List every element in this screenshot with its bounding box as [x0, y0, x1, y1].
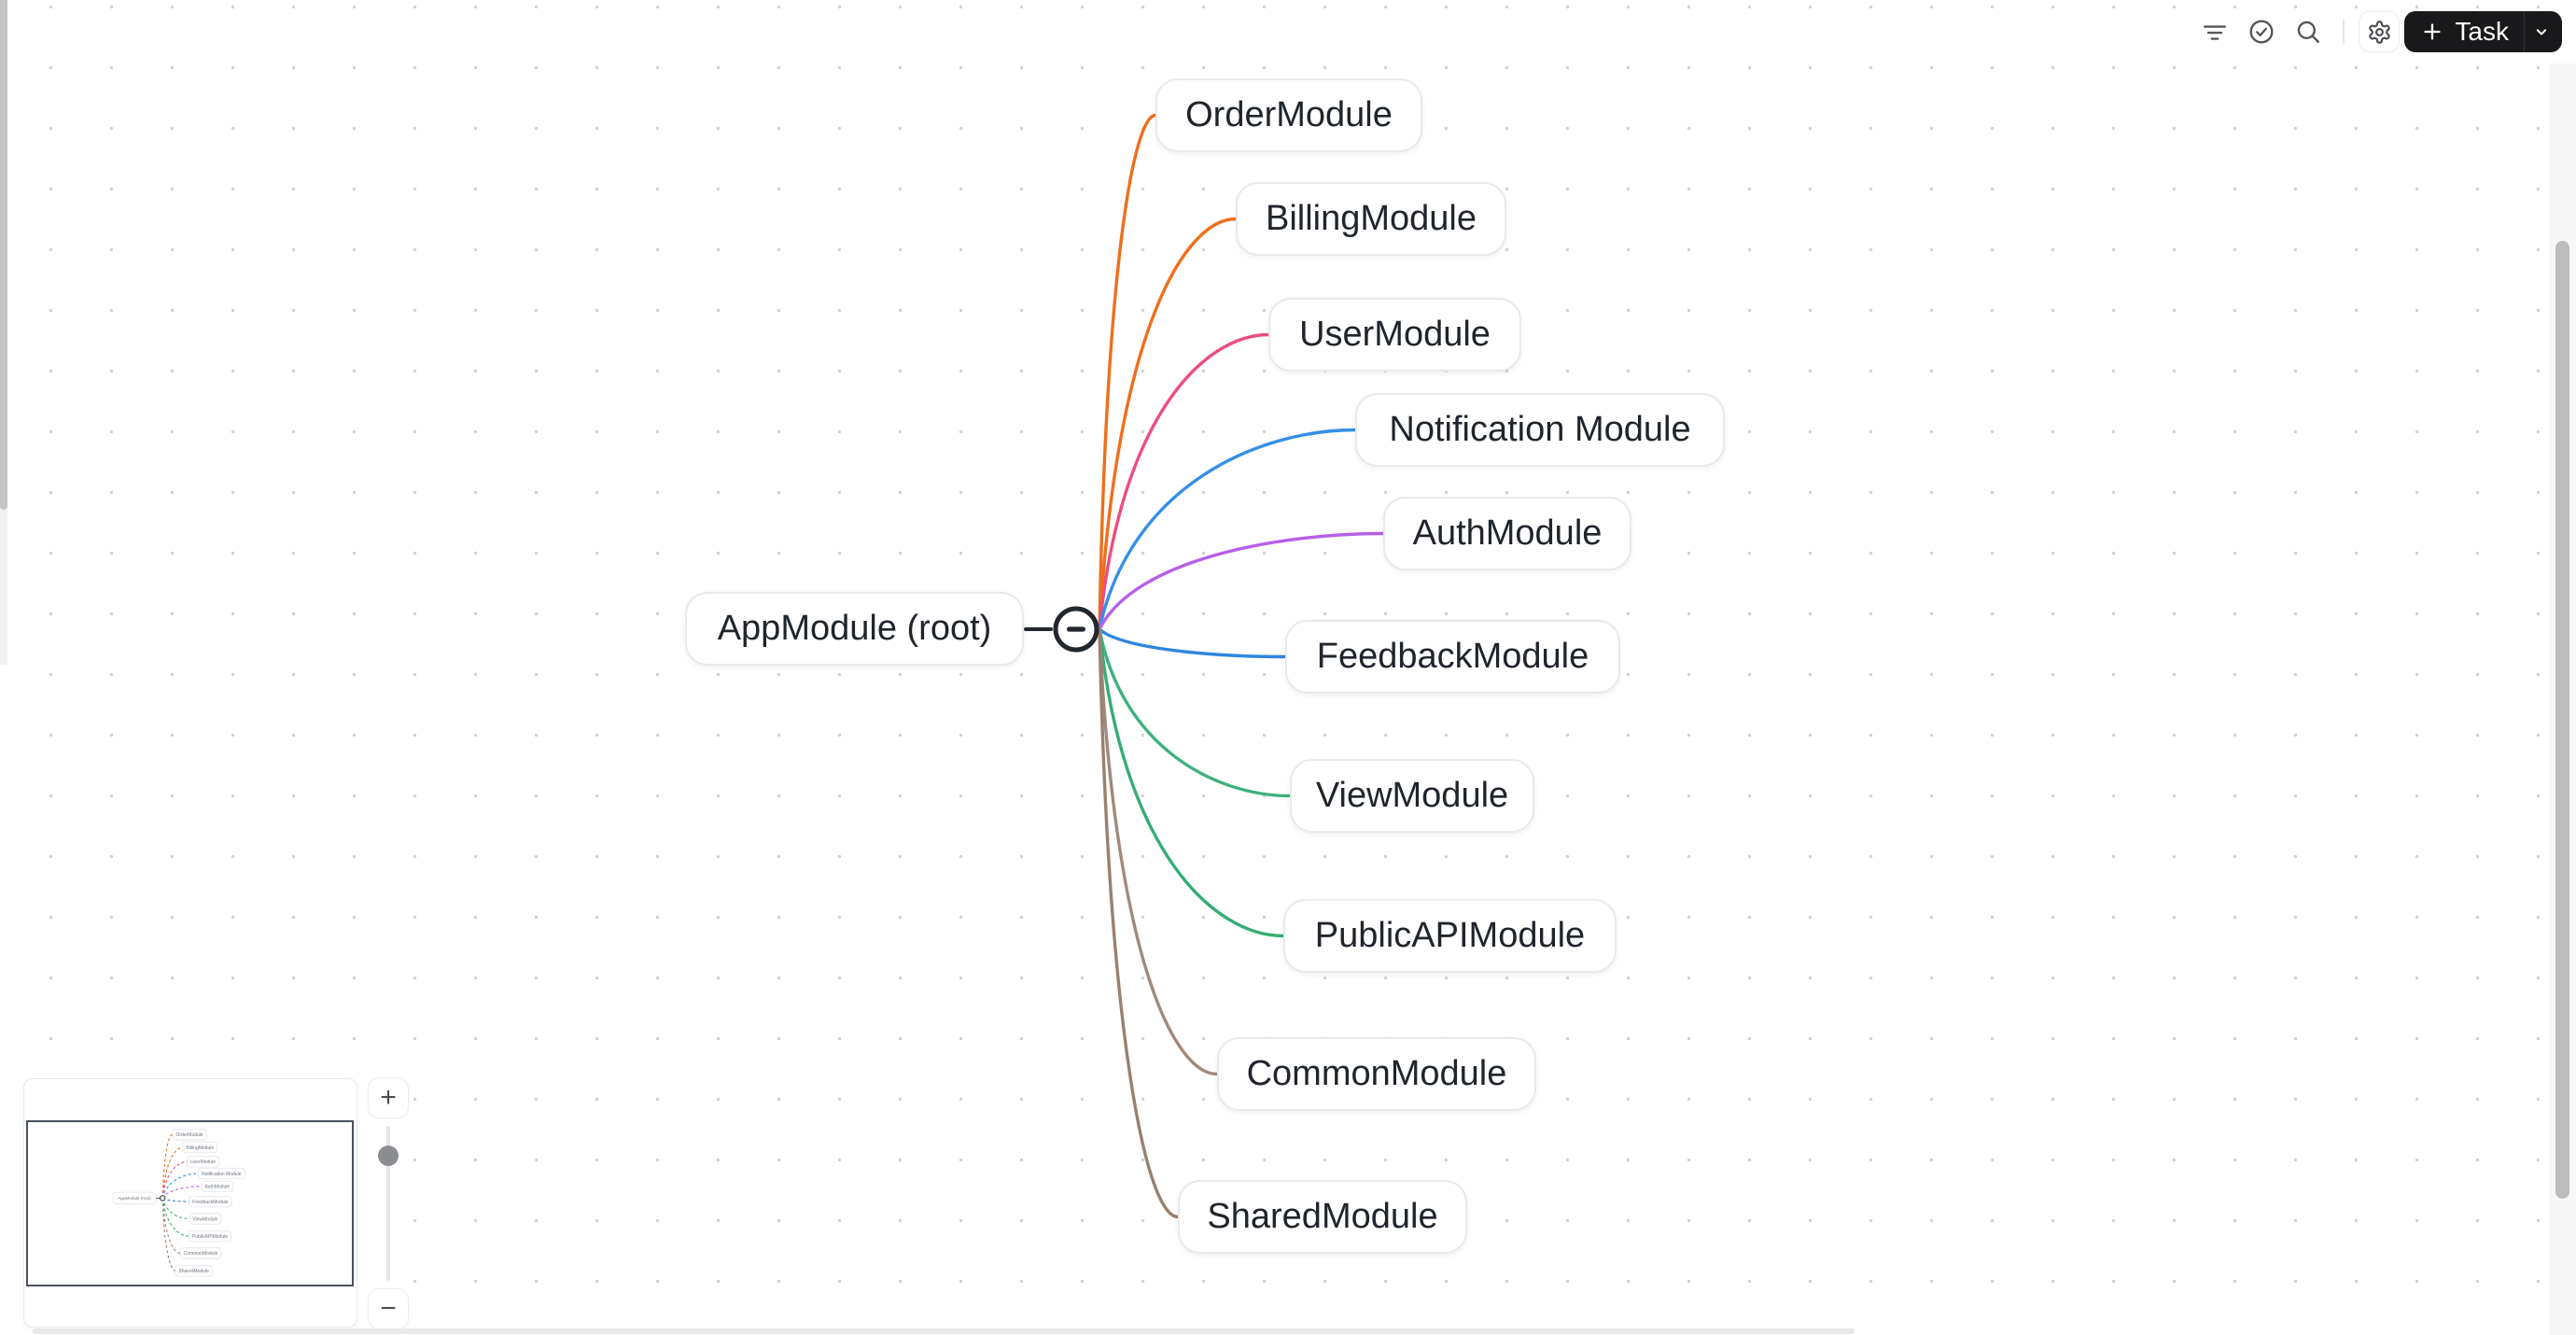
minus-icon [1067, 626, 1085, 632]
minimap-node [179, 1247, 222, 1259]
node-label: ViewModule [1315, 776, 1509, 815]
mindmap-node[interactable]: PublicAPIModule [1283, 899, 1617, 973]
minimap-node-label: BillingModule [186, 1145, 214, 1151]
toolbar-divider [2343, 20, 2345, 44]
node-label: UserModule [1299, 315, 1491, 354]
node-label: Notification Module [1389, 410, 1691, 449]
root-node-label: AppModule (root) [717, 609, 992, 648]
left-scrollbar-track[interactable] [0, 0, 7, 665]
zoom-out-label: − [380, 1293, 397, 1324]
minimap-edge [161, 1198, 190, 1220]
minimap-node-label: UserModule [190, 1159, 216, 1165]
minimap-node [201, 1180, 234, 1192]
left-scrollbar-thumb[interactable] [0, 0, 7, 510]
minimap-node [188, 1230, 232, 1243]
mindmap-edge [1098, 332, 1270, 631]
mindmap-node[interactable]: BillingModule [1236, 182, 1506, 256]
settings-button[interactable] [2359, 11, 2401, 52]
mindmap-node[interactable]: FeedbackModule [1285, 620, 1620, 694]
task-button-label: Task [2455, 17, 2509, 46]
minimap-node [189, 1213, 221, 1225]
zoom-slider-track[interactable] [386, 1126, 390, 1281]
task-dropdown-toggle[interactable] [2524, 11, 2562, 52]
mindmap-node[interactable]: UserModule [1268, 298, 1521, 372]
mindmap-node[interactable]: AuthModule [1383, 497, 1631, 570]
chevron-down-icon [2536, 29, 2547, 35]
mindmap-edge [1098, 627, 1219, 1076]
root-node[interactable]: AppModule (root) [685, 592, 1024, 666]
minimap-node [186, 1156, 220, 1168]
minimap-edge [161, 1160, 188, 1199]
minimap-edge [161, 1173, 199, 1199]
plus-icon [2424, 23, 2442, 40]
task-button[interactable]: Task [2404, 11, 2562, 52]
mindmap-edge [1098, 217, 1238, 631]
node-label: PublicAPIModule [1314, 916, 1586, 955]
mindmap-edge [1098, 428, 1357, 631]
right-scrollbar-thumb[interactable] [2555, 241, 2569, 1199]
node-label: AuthModule [1412, 513, 1603, 553]
right-scrollbar-track[interactable] [2550, 63, 2576, 1335]
mindmap-edge [1098, 113, 1157, 631]
minimap-node [175, 1265, 213, 1277]
mindmap-node[interactable]: CommonModule [1217, 1037, 1536, 1111]
bottom-scrollbar-thumb[interactable] [33, 1328, 1855, 1334]
minimap-node-label: ViewModule [192, 1216, 217, 1222]
mindmap-node[interactable]: ViewModule [1290, 759, 1534, 833]
node-label: OrderModule [1185, 95, 1393, 134]
filter-icon[interactable] [2202, 19, 2228, 45]
minimap-edge [161, 1198, 181, 1254]
mindmap-node[interactable]: Notification Module [1355, 393, 1725, 467]
minimap-node-label: PublicAPIModule [192, 1234, 228, 1240]
gear-icon [2369, 20, 2390, 44]
zoom-in-label: + [380, 1082, 397, 1113]
minimap-node-label: AuthModule [204, 1185, 230, 1190]
mindmap-edge [1098, 627, 1287, 659]
minimap-edge [161, 1133, 174, 1199]
node-label: BillingModule [1265, 199, 1477, 238]
minimap-edge [161, 1198, 176, 1272]
node-label: CommonModule [1246, 1054, 1507, 1093]
mindmap-edge [1098, 531, 1385, 631]
minimap-content: OrderModule BillingModule UserModule Notifi… [112, 1129, 245, 1277]
zoom-slider-knob[interactable] [378, 1145, 399, 1166]
minimap-viewport[interactable] [26, 1120, 354, 1286]
minimap-node-label: Notification Module [202, 1172, 242, 1177]
root-connector-line [1024, 627, 1053, 631]
search-icon[interactable] [2295, 19, 2321, 45]
mindmap-node[interactable]: SharedModule [1178, 1180, 1467, 1254]
minimap-node-label: OrderModule [176, 1132, 203, 1138]
minimap-node [197, 1167, 245, 1180]
toolbar: Task [2202, 11, 2562, 52]
minimap-node [172, 1129, 207, 1141]
mindmap-edge [1098, 627, 1180, 1219]
check-circle-icon[interactable] [2248, 19, 2275, 45]
minimap-edge [161, 1198, 189, 1237]
zoom-in-button[interactable]: + [368, 1077, 409, 1118]
minimap-node-label: CommonModule [184, 1251, 218, 1257]
mindmap-edge [1098, 627, 1292, 798]
minimap-node [189, 1195, 232, 1208]
minimap[interactable]: OrderModule BillingModule UserModule Notifi… [23, 1078, 357, 1328]
mindmap-edge [1098, 627, 1285, 938]
mindmap-node[interactable]: OrderModule [1155, 78, 1422, 152]
node-label: FeedbackModule [1316, 637, 1589, 676]
minimap-node-label: FeedbackModule [192, 1200, 229, 1205]
node-label: SharedModule [1207, 1197, 1438, 1236]
minimap-node-label: AppModule (root) [118, 1196, 151, 1201]
minimap-collapse-button [159, 1195, 166, 1202]
zoom-out-button[interactable]: − [368, 1288, 409, 1329]
collapse-button[interactable] [1051, 604, 1101, 654]
minimap-node [182, 1141, 218, 1154]
minimap-node-label: SharedModule [178, 1269, 209, 1274]
